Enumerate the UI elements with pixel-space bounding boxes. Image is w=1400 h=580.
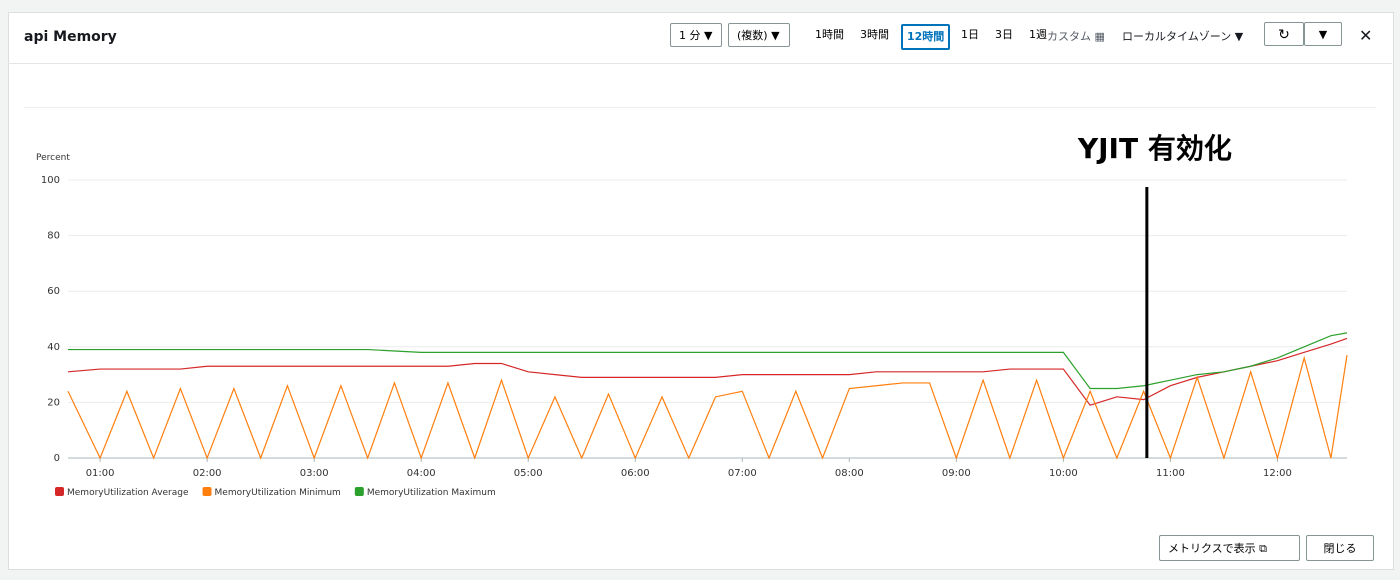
y-tick-label: 40 (47, 342, 60, 353)
stat-select[interactable]: (複数) ▼ (728, 23, 790, 47)
series-line (67, 355, 1348, 461)
legend-swatch (55, 487, 64, 496)
range-button[interactable]: 1時間 (815, 28, 844, 41)
y-axis-label: Percent (36, 153, 70, 163)
divider (8, 63, 1392, 64)
x-tick-label: 04:00 (407, 468, 436, 479)
range-button[interactable]: 12時間 (901, 24, 951, 50)
close-icon[interactable]: ✕ (1359, 26, 1373, 45)
series-line (67, 337, 1348, 406)
range-button[interactable]: 1週 (1029, 28, 1047, 41)
annotation-text: YJIT 有効化 (1077, 132, 1232, 165)
x-tick-label: 10:00 (1049, 468, 1078, 479)
x-tick-label: 07:00 (728, 468, 757, 479)
title: api Memory (24, 29, 117, 45)
custom[interactable]: カスタム ▦ (1047, 30, 1105, 43)
y-tick-label: 0 (54, 453, 60, 464)
range-button[interactable]: 1日 (961, 28, 979, 41)
legend-label: MemoryUtilization Maximum (367, 488, 496, 498)
legend-label: MemoryUtilization Average (67, 488, 189, 498)
refresh-menu[interactable]: ▼ (1304, 22, 1342, 46)
y-tick-label: 60 (47, 286, 60, 297)
x-tick-label: 01:00 (86, 468, 115, 479)
legend-swatch (202, 487, 212, 496)
timezone[interactable]: ローカルタイムゾーン ▼ (1122, 30, 1244, 43)
x-tick-label: 06:00 (621, 468, 650, 479)
timezone-label: ローカルタイムゾーン (1122, 30, 1232, 43)
x-tick-label: 12:00 (1263, 468, 1292, 479)
divider (24, 107, 1376, 108)
range-button[interactable]: 3時間 (860, 28, 889, 41)
x-tick-label: 08:00 (835, 468, 864, 479)
custom-label: カスタム (1047, 30, 1091, 43)
x-tick-label: 02:00 (193, 468, 222, 479)
view-in-metrics-label: メトリクスで表示 (1168, 542, 1256, 555)
legend-label: MemoryUtilization Minimum (215, 488, 341, 498)
series-line (68, 332, 1348, 390)
period: 1 分 (679, 29, 701, 42)
close-button[interactable]: 閉じる (1306, 535, 1374, 561)
stat: (複数) (737, 29, 768, 42)
x-tick-label: 05:00 (514, 468, 543, 479)
range-button[interactable]: 3日 (995, 28, 1013, 41)
legend-swatch (354, 487, 364, 496)
x-tick-label: 11:00 (1156, 468, 1185, 479)
refresh[interactable]: ↻ (1264, 22, 1304, 46)
x-tick-label: 09:00 (942, 468, 971, 479)
x-tick-label: 03:00 (300, 468, 329, 479)
view-in-metrics[interactable]: メトリクスで表示 ⧉ (1159, 535, 1300, 561)
y-tick-label: 20 (47, 397, 60, 408)
y-tick-label: 100 (41, 175, 60, 186)
y-tick-label: 80 (47, 231, 60, 242)
period-select[interactable]: 1 分 ▼ (670, 23, 722, 47)
range-group: 1時間 3時間 12時間 1日 3日 1週 (797, 0, 1257, 60)
